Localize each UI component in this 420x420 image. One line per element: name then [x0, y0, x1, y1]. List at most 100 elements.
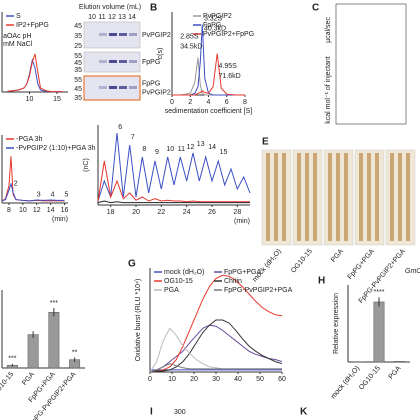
x-tick-label: 15 — [53, 96, 61, 103]
annotation: 11 — [178, 146, 185, 153]
annotation: 4 — [51, 191, 55, 198]
legend-label: PvPGIP2 — [203, 13, 232, 20]
x-tick-label: OG10-15 — [358, 365, 382, 392]
band — [99, 86, 107, 89]
band — [129, 33, 137, 36]
marker-label: 45 — [74, 23, 82, 30]
marker-label: 35 — [74, 67, 82, 74]
x-tick-label: 0 — [148, 376, 152, 383]
bar — [373, 301, 385, 363]
annotation: 15 — [220, 149, 228, 156]
series-line — [97, 132, 251, 202]
series-line — [7, 53, 63, 93]
panel-label: I — [150, 407, 153, 418]
x-tick-label: 18 — [107, 209, 115, 216]
series-line — [172, 24, 245, 96]
annotation: aOAc pH — [3, 33, 31, 40]
x-axis-label: (min) — [234, 218, 250, 225]
x-tick-label: 10 — [168, 376, 176, 383]
y-axis-label: Relative expression — [333, 293, 340, 354]
panel-label: B — [150, 3, 157, 14]
seedling — [266, 153, 270, 241]
x-tick-label: 10 — [19, 207, 27, 214]
series-line — [1, 156, 65, 202]
seedling — [313, 153, 317, 241]
x-axis-label: sedimentation coefficient [S] — [165, 108, 252, 115]
annotation: 9 — [155, 149, 159, 156]
annotation: 2 — [14, 181, 18, 188]
band — [99, 33, 107, 36]
panel-label: H — [318, 276, 325, 287]
annotation: 10 — [166, 146, 174, 153]
band — [119, 86, 127, 89]
legend-label: -PvPGIP2 (1:10)+PGA 3h — [16, 145, 96, 152]
x-tick-label: OG10-15 — [0, 371, 15, 398]
marker-label: 45 — [74, 86, 82, 93]
x-tick-label: mock (dH₂O) — [330, 365, 361, 400]
y-axis-label: (nC) — [83, 158, 90, 172]
panel-label: G — [128, 259, 136, 270]
photo-label: PGA — [330, 248, 345, 264]
marker-label: 35 — [74, 95, 82, 102]
seedling — [297, 153, 301, 241]
seedling — [282, 153, 286, 241]
series-line — [97, 200, 250, 204]
x-tick-label: 60 — [278, 376, 286, 383]
x-tick-label: 8 — [7, 207, 11, 214]
x-tick-label: 8 — [243, 99, 247, 106]
legend-label: PGA — [164, 287, 179, 294]
marker-label: 55 — [74, 77, 82, 84]
x-tick-label: 16 — [61, 207, 69, 214]
marker-label: 55 — [74, 53, 82, 60]
annotation: 40.3kD — [204, 25, 226, 32]
significance: **** — [374, 289, 385, 296]
significance: *** — [50, 300, 58, 307]
annotation: 13 — [197, 141, 205, 148]
itc-ylabel: µcal/sec — [325, 17, 332, 43]
series-line — [149, 319, 283, 373]
marker-label: 35 — [74, 33, 82, 40]
x-tick-label: 24 — [183, 209, 191, 216]
annotation: 71.6kD — [219, 73, 241, 80]
gel-title: Elution volume (mL) — [79, 4, 141, 11]
legend-label: S — [16, 13, 21, 20]
seedling — [305, 153, 309, 241]
legend-label: OG10-15 — [164, 278, 193, 285]
band — [109, 60, 117, 63]
legend-label: Chitin — [224, 278, 242, 285]
seedling — [375, 153, 379, 241]
annotation: 5 — [65, 191, 69, 198]
bar — [48, 312, 60, 369]
annotation: 8 — [142, 146, 146, 153]
band — [109, 86, 117, 89]
x-tick-label: 20 — [132, 209, 140, 216]
panel-label: C — [312, 3, 319, 14]
marker-label: 25 — [74, 43, 82, 50]
itc-ylabel: kcal mol⁻¹ of injectant — [325, 56, 332, 124]
lane-label: 12 — [108, 14, 116, 21]
itc-frame — [335, 3, 407, 125]
photo-label: mock (dH₂O) — [252, 248, 283, 283]
x-tick-label: 6 — [225, 99, 229, 106]
x-tick-label: 40 — [234, 376, 242, 383]
series-line — [149, 363, 282, 373]
seedling — [336, 153, 340, 241]
seedling — [328, 153, 332, 241]
y-axis-label: Oxidative burst (RLU *10⁴) — [135, 279, 142, 362]
x-tick-label: PGA — [21, 371, 36, 387]
lane-label: 10 — [88, 14, 96, 21]
series-line — [172, 53, 245, 96]
band — [129, 86, 137, 89]
annotation: 12 — [187, 144, 195, 151]
series-line — [97, 160, 250, 203]
block-label: PvPGIP2 — [142, 89, 171, 96]
legend-label: -PGA 3h — [16, 136, 43, 143]
tick-label: 300 — [174, 409, 186, 416]
seedling — [359, 153, 363, 241]
legend-label: FpPG — [203, 22, 221, 29]
panel-label: E — [262, 137, 269, 148]
photo-label: FpPG+PGA — [347, 248, 376, 281]
x-tick-label: 26 — [208, 209, 216, 216]
x-tick-label: 12 — [33, 207, 41, 214]
